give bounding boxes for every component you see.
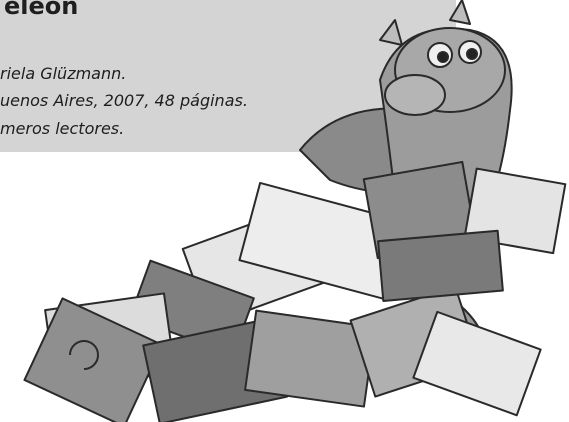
page: eleon riela Glüzmann. uenos Aires, 2007,…: [0, 0, 569, 422]
credit-line: meros lectores.: [0, 119, 124, 138]
credit-line: uenos Aires, 2007, 48 páginas.: [0, 91, 248, 110]
title: eleon: [4, 0, 78, 20]
credit-line: riela Glüzmann.: [0, 64, 126, 83]
